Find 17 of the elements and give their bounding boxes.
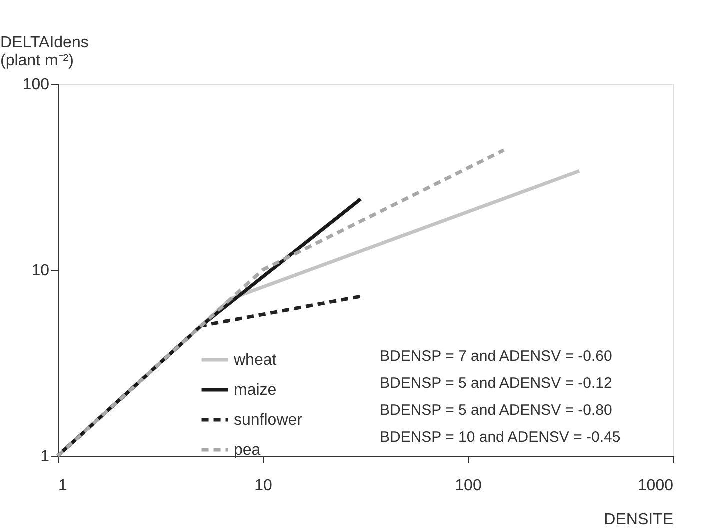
annotation: BDENSP = 7 and ADENSV = -0.60 [380,348,612,365]
x-tick-label: 1000 [638,478,674,494]
y-tick-label: 100 [22,76,50,94]
legend-label: pea [234,442,261,459]
x-tick-label: 10 [254,478,272,494]
x-tick-label: 100 [455,478,482,494]
x-axis-title: DENSITE [604,512,674,528]
x-tick-label: 1 [58,478,68,494]
y-axis-title: DELTAIdens (plant m⁻²) [0,34,89,70]
annotation: BDENSP = 10 and ADENSV = -0.45 [380,429,621,446]
y-tick-label: 1 [40,448,50,466]
y-tick-label: 10 [32,262,50,280]
annotation: BDENSP = 5 and ADENSV = -0.12 [380,375,612,392]
legend-label: sunflower [234,412,304,429]
legend-label: wheat [233,352,278,369]
annotation: BDENSP = 5 and ADENSV = -0.80 [380,402,612,419]
legend-label: maize [234,382,277,399]
